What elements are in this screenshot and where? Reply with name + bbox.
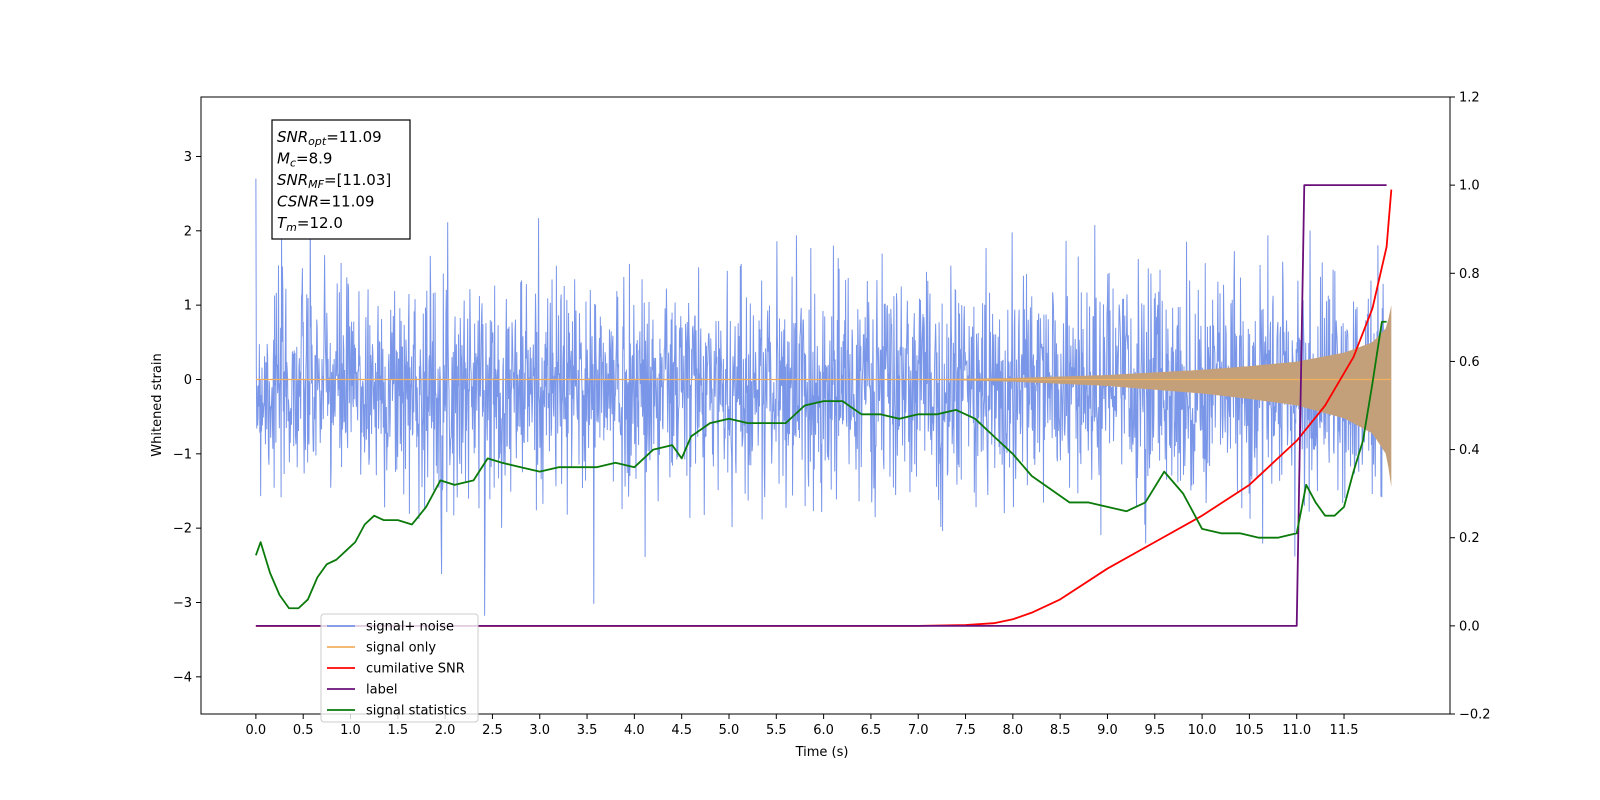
y-tick-label: −1 xyxy=(173,447,192,462)
annotation-line: SNRopt=11.09 xyxy=(277,128,382,148)
x-tick-label: 8.0 xyxy=(1003,723,1024,738)
x-tick-label: 6.0 xyxy=(813,723,834,738)
y-axis-label: Whitened strain xyxy=(150,353,165,456)
x-tick-label: 0.5 xyxy=(293,723,314,738)
legend-label: label xyxy=(366,683,397,698)
y2-tick-label: 1.0 xyxy=(1459,179,1480,194)
y2-tick-label: 0.8 xyxy=(1459,267,1480,282)
annotation-frame xyxy=(271,119,411,240)
legend: signal+ noise signal only cumilative SNR la… xyxy=(320,613,479,723)
y2-tick-label: 0.2 xyxy=(1459,531,1480,546)
x-tick-label: 2.5 xyxy=(482,723,503,738)
x-tick-label: 2.0 xyxy=(435,723,456,738)
x-tick-label: 5.0 xyxy=(719,723,740,738)
signal-noise-series xyxy=(255,178,1388,616)
y-tick-label: −2 xyxy=(173,522,192,537)
x-tick-label: 9.0 xyxy=(1097,723,1118,738)
annotation-line: CSNR=11.09 xyxy=(277,193,374,211)
legend-label: cumilative SNR xyxy=(366,662,465,677)
label-line xyxy=(255,184,1387,627)
y-tick-label: −4 xyxy=(173,670,192,685)
x-tick-label: 7.5 xyxy=(955,723,976,738)
signal-only-series xyxy=(255,305,1392,488)
x-tick-label: 11.5 xyxy=(1330,723,1359,738)
x-tick-label: 11.0 xyxy=(1282,723,1311,738)
legend-label: signal statistics xyxy=(366,704,467,719)
y-tick-label: −3 xyxy=(173,596,192,611)
y-axis-left: −4 −3 −2 −1 0 1 2 3 xyxy=(173,150,201,685)
cumulative-snr-series xyxy=(255,189,1393,627)
x-tick-label: 8.5 xyxy=(1050,723,1071,738)
legend-label: signal only xyxy=(366,641,436,656)
cumulative-snr-line xyxy=(255,189,1393,627)
y2-tick-label: 0.6 xyxy=(1459,355,1480,370)
x-tick-label: 0.0 xyxy=(246,723,267,738)
y-tick-label: 1 xyxy=(184,299,192,314)
legend-frame xyxy=(320,613,479,723)
signal-statistics-line xyxy=(255,320,1387,610)
y2-tick-label: 0.4 xyxy=(1459,443,1480,458)
label-series xyxy=(255,184,1387,627)
x-tick-label: 6.5 xyxy=(861,723,882,738)
x-tick-label: 7.0 xyxy=(908,723,929,738)
x-tick-label: 4.0 xyxy=(624,723,645,738)
annotation-line: Tm=12.0 xyxy=(277,214,343,234)
x-tick-label: 1.0 xyxy=(340,723,361,738)
y2-tick-label: 0.0 xyxy=(1459,619,1480,634)
x-tick-label: 3.5 xyxy=(577,723,598,738)
signal-noise-line xyxy=(255,178,1388,616)
y-tick-label: 2 xyxy=(184,224,192,239)
x-tick-label: 4.5 xyxy=(671,723,692,738)
x-tick-label: 10.5 xyxy=(1235,723,1264,738)
y-tick-label: 3 xyxy=(184,150,192,165)
y2-tick-label: 1.2 xyxy=(1459,91,1480,106)
x-tick-label: 3.0 xyxy=(529,723,550,738)
y2-tick-label: −0.2 xyxy=(1459,708,1491,723)
annotation-line: SNRMF=[11.03] xyxy=(277,171,391,191)
x-tick-label: 1.5 xyxy=(387,723,408,738)
legend-label: signal+ noise xyxy=(366,620,454,635)
y-axis-right: −0.2 0.0 0.2 0.4 0.6 0.8 1.0 1.2 xyxy=(1450,91,1491,723)
x-tick-label: 9.5 xyxy=(1144,723,1165,738)
x-axis: 0.0 0.5 1.0 1.5 2.0 2.5 3.0 3.5 4.0 4.5 5.0 5.5 6.0 6… xyxy=(246,714,1359,738)
x-axis-label: Time (s) xyxy=(795,745,849,760)
signal-statistics-series xyxy=(255,320,1387,610)
annotation-line: Mc=8.9 xyxy=(277,150,332,170)
plot-frame xyxy=(200,96,1451,715)
y-tick-label: 0 xyxy=(184,373,192,388)
x-tick-label: 10.0 xyxy=(1188,723,1217,738)
x-tick-label: 5.5 xyxy=(766,723,787,738)
